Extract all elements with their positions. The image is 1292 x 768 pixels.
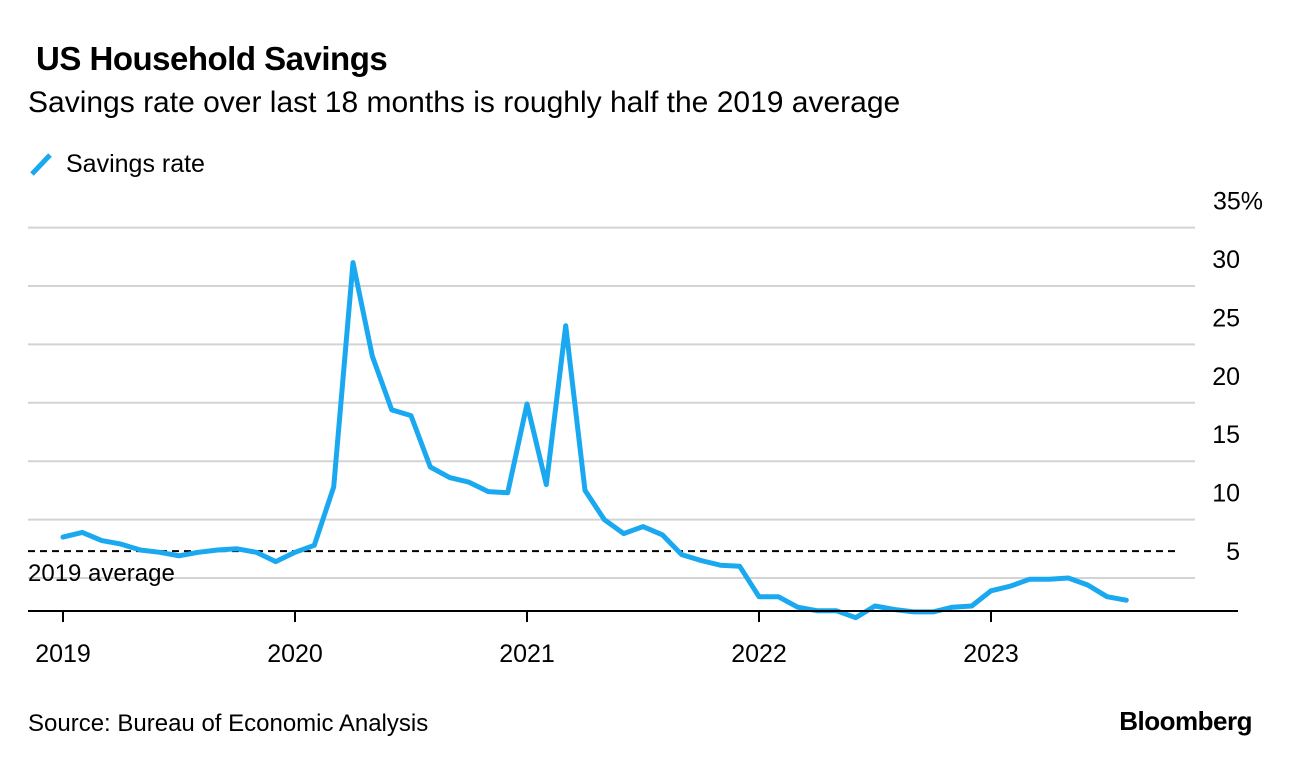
brand-logo: Bloomberg <box>1119 706 1252 736</box>
legend-label: Savings rate <box>66 149 205 178</box>
y-tick-label-30: 30 <box>1212 246 1240 274</box>
y-tick-label-35: 35% <box>1213 188 1263 216</box>
y-tick-label-15: 15 <box>1212 421 1240 449</box>
chart-title: US Household Savings <box>36 40 388 77</box>
source-note: Source: Bureau of Economic Analysis <box>28 710 429 737</box>
series-line-0 <box>60 260 1129 621</box>
y-tick-label-10: 10 <box>1212 480 1240 508</box>
series-group <box>60 260 1129 621</box>
x-axis: 2019 2020 2021 2022 2023 <box>28 610 1238 668</box>
y-tick-label-20: 20 <box>1212 363 1240 391</box>
reference-line-label: 2019 average <box>28 560 175 587</box>
y-axis-ticks: 5 10 15 20 25 30 35% <box>1212 188 1263 566</box>
x-tick-label-2022: 2022 <box>731 640 787 668</box>
y-tick-label-5: 5 <box>1226 538 1240 566</box>
legend: Savings rate <box>28 148 205 180</box>
x-tick-label-2023: 2023 <box>963 640 1019 668</box>
x-tick-label-2021: 2021 <box>499 640 555 668</box>
legend-swatch-icon <box>30 153 52 176</box>
chart-subtitle: Savings rate over last 18 months is roug… <box>28 86 901 119</box>
y-tick-label-25: 25 <box>1212 304 1240 332</box>
x-tick-label-2019: 2019 <box>35 640 91 668</box>
x-tick-label-2020: 2020 <box>267 640 323 668</box>
reference-line-group: 2019 average <box>28 550 1180 587</box>
grid-lines <box>28 226 1195 579</box>
